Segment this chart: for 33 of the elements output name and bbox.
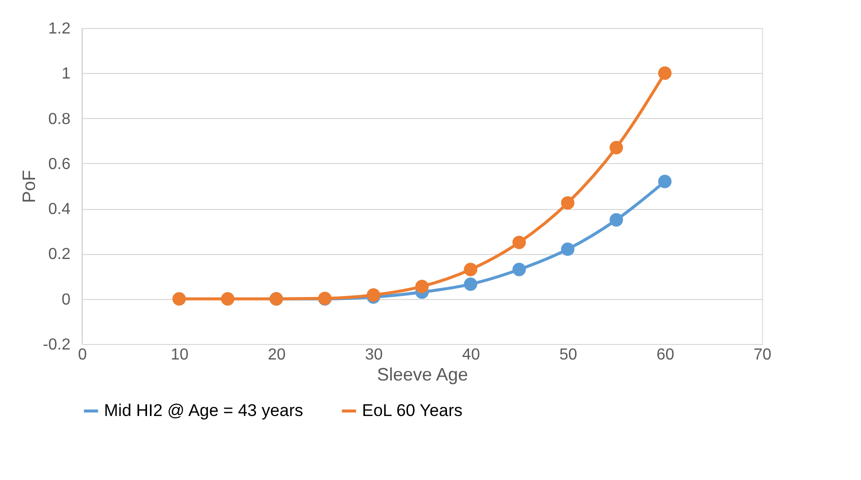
y-tick-label: 0.4 <box>48 201 71 218</box>
point <box>172 292 186 306</box>
x-tick-label: 0 <box>78 346 88 364</box>
y-tick-label: 0.2 <box>48 246 71 264</box>
point <box>658 66 672 80</box>
legend-label: Mid HI2 @ Age = 43 years <box>104 401 304 420</box>
legend-label: EoL 60 Years <box>362 401 463 420</box>
point <box>561 242 574 256</box>
point <box>561 196 574 210</box>
point <box>512 236 526 250</box>
point <box>512 262 526 276</box>
y-tick-label: 1 <box>62 66 71 83</box>
x-tick-label: 10 <box>170 346 189 364</box>
x-tick-label: 60 <box>656 346 674 364</box>
point <box>464 262 478 276</box>
point <box>464 277 478 291</box>
y-tick-label: 0 <box>62 291 71 308</box>
y-tick-label: 1.2 <box>48 20 71 38</box>
x-tick-label: 70 <box>754 346 772 364</box>
y-axis-title: PoF <box>18 170 39 204</box>
y-tick-label: 0.8 <box>48 110 71 128</box>
point <box>415 280 429 294</box>
point <box>610 140 623 154</box>
x-tick-label: 30 <box>365 346 383 364</box>
point <box>221 292 234 306</box>
x-tick-label: 50 <box>559 346 578 364</box>
x-tick-label: 20 <box>268 346 286 364</box>
x-axis-title: Sleeve Age <box>376 364 468 384</box>
point <box>610 213 623 227</box>
y-tick-label: -0.2 <box>42 336 71 354</box>
point <box>658 174 672 188</box>
x-tick-label: 40 <box>462 346 480 364</box>
y-tick-label: 0.6 <box>48 156 71 173</box>
